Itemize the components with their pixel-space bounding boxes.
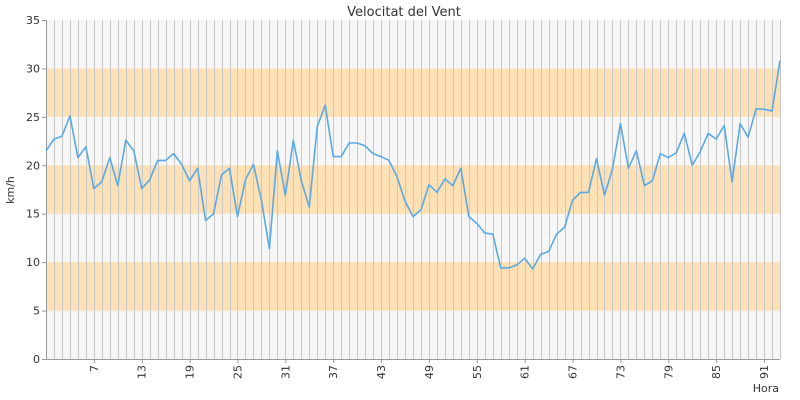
x-tick-labels: 7 13 19 25 31 37 43 49 55 61 67 73 79 85 91	[88, 359, 771, 379]
y-tick-label: 35	[26, 14, 40, 27]
x-tick-label: 61	[519, 365, 532, 379]
x-tick-label: 7	[88, 365, 101, 372]
x-tick-label: 13	[136, 365, 149, 379]
axes	[46, 20, 780, 360]
y-tick-labels: 0 5 10 15 20 25 30 35	[26, 14, 46, 366]
x-tick-label: 49	[423, 365, 436, 379]
x-tick-label: 19	[184, 365, 197, 379]
x-tick-label: 67	[567, 365, 580, 379]
y-tick-label: 25	[26, 111, 40, 124]
chart-title: Velocitat del Vent	[347, 5, 461, 20]
x-tick-label: 85	[710, 365, 723, 379]
x-tick-label: 91	[758, 365, 771, 379]
series-line	[45, 60, 781, 270]
x-tick-label: 55	[471, 365, 484, 379]
x-tick-label: 73	[614, 365, 627, 379]
x-tick-label: 79	[662, 365, 675, 379]
y-tick-label: 10	[26, 256, 40, 269]
y-tick-label: 5	[33, 305, 40, 318]
x-tick-label: 31	[279, 365, 292, 379]
x-axis-label: Hora	[753, 382, 779, 395]
y-tick-label: 30	[26, 62, 40, 75]
y-tick-label: 15	[26, 208, 40, 221]
y-axis-label: km/h	[4, 176, 17, 204]
y-tick-label: 20	[26, 159, 40, 172]
x-tick-label: 37	[327, 365, 340, 379]
y-tick-label: 0	[33, 353, 40, 366]
x-tick-label: 43	[375, 365, 388, 379]
x-tick-label: 25	[231, 365, 244, 379]
